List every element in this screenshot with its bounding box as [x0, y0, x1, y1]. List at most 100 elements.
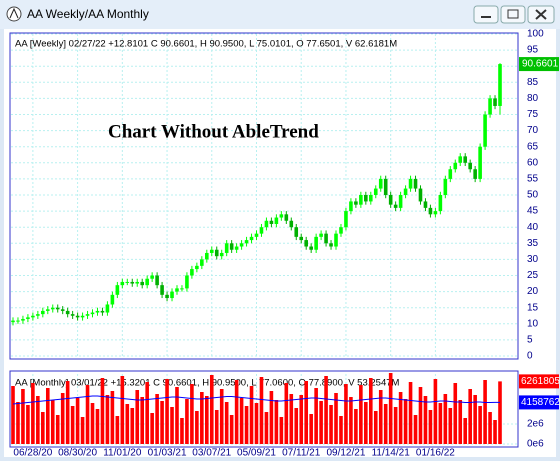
candle-body [200, 259, 204, 266]
volume-bar [413, 415, 418, 444]
volume-bar [155, 394, 159, 444]
candle-body [11, 320, 15, 323]
volume-bar [393, 407, 398, 444]
candle-body [110, 294, 115, 305]
candle-body [16, 320, 20, 322]
y-tick-label: 60 [527, 157, 539, 168]
y-tick-label: 80 [527, 93, 539, 104]
moving-average-line [12, 395, 500, 405]
y-tick-label: 2e6 [527, 419, 544, 430]
volume-bar [125, 404, 130, 444]
volume-bar [219, 389, 224, 444]
volume-bar [428, 410, 433, 444]
volume-bar [423, 396, 428, 444]
candle-body [185, 275, 189, 289]
volume-bar [150, 413, 154, 444]
candle-body [473, 169, 477, 179]
volume-bar [145, 382, 149, 444]
maximize-glyph [507, 9, 519, 19]
volume-bar [443, 394, 448, 444]
x-tick-label: 11/14/21 [372, 448, 411, 459]
volume-bar [309, 414, 313, 444]
candle-body [249, 236, 254, 241]
minimize-button[interactable] [473, 5, 499, 24]
volume-bar [269, 391, 274, 444]
volume-bar [324, 376, 328, 444]
candle-body [95, 310, 100, 313]
volume-bar [50, 400, 55, 444]
candle-body [433, 211, 438, 215]
candle-body [50, 307, 55, 310]
candle-body [354, 201, 358, 205]
volume-bar [448, 408, 453, 444]
candle-body [234, 246, 239, 250]
volume-bar [359, 385, 363, 444]
volume-bar [349, 397, 353, 444]
candle-body [339, 227, 343, 234]
candle-body [214, 249, 219, 257]
y-tick-label: 95 [527, 45, 539, 56]
candle-body [269, 220, 274, 224]
candle-body [438, 195, 443, 212]
last-value-box [519, 374, 559, 389]
volume-bar [110, 391, 115, 444]
volume-bar [249, 386, 254, 444]
candle-body [393, 204, 398, 208]
candle-body [105, 304, 110, 313]
candle-body [299, 236, 304, 241]
candle-body [329, 243, 333, 247]
volume-bar [304, 381, 308, 444]
candle-body [279, 214, 284, 218]
volume-bar [75, 398, 80, 444]
volume-bar [36, 396, 40, 444]
volume-bar [453, 383, 458, 444]
volume-bar [463, 418, 468, 444]
candle-body [468, 162, 472, 170]
candle-body [229, 243, 234, 250]
volume-bar [120, 376, 125, 444]
volume-bar [388, 373, 393, 444]
candle-body [244, 240, 249, 244]
candle-body [65, 310, 70, 315]
candle-body [483, 114, 487, 147]
candle-body [100, 310, 105, 313]
volume-bar [433, 379, 438, 444]
volume-bar [344, 384, 348, 444]
candle-body [443, 178, 448, 195]
candle-body [428, 207, 433, 215]
candle-body [398, 195, 403, 208]
candle-body [368, 195, 373, 202]
candle-body [60, 309, 65, 311]
volume-bar [45, 388, 50, 444]
candle-body [55, 307, 60, 310]
candle-body [75, 315, 80, 318]
candle-body [175, 288, 179, 292]
last-value-box [519, 395, 559, 410]
candle-body [403, 188, 408, 195]
volume-bar [259, 377, 264, 444]
volume-bar [383, 404, 388, 444]
volume-bar [90, 403, 95, 444]
x-tick-label: 09/12/21 [326, 448, 365, 459]
candle-body [418, 188, 423, 202]
volume-bar [105, 395, 110, 444]
volume-bar [294, 408, 299, 444]
maximize-button[interactable] [500, 5, 526, 24]
candle-body [289, 220, 294, 228]
volume-bar [209, 375, 214, 444]
volume-bar [364, 402, 368, 444]
candle-body [85, 314, 90, 316]
candle-body [170, 291, 174, 299]
candle-body [80, 315, 85, 318]
volume-bar [473, 395, 477, 444]
candle-body [294, 227, 299, 237]
candle-body [334, 233, 338, 247]
candle-body [259, 227, 264, 234]
volume-bar [438, 403, 443, 444]
volume-bar [239, 398, 244, 444]
candle-body [135, 281, 140, 284]
window-title: AA Weekly/AA Monthly [27, 7, 149, 21]
x-tick-label: 01/16/22 [416, 448, 455, 459]
last-value-label: 4158762 [521, 397, 560, 408]
